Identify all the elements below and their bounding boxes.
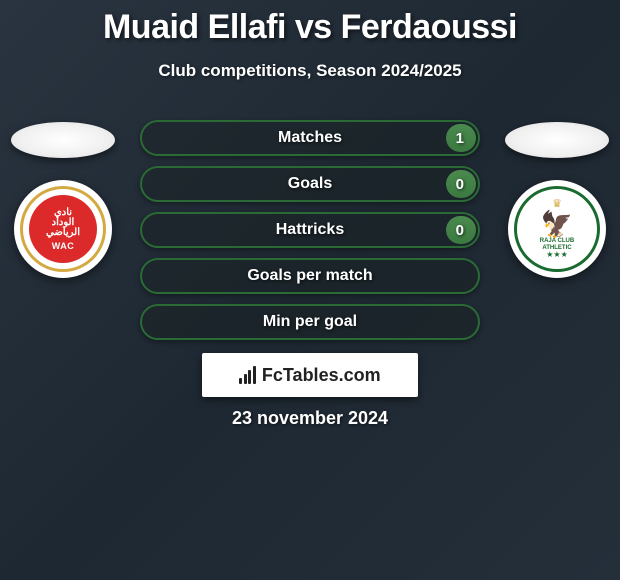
player2-club-badge: ♛ 🦅 RAJA CLUBATHLETIC ★★★ <box>508 180 606 278</box>
stat-value: 1 <box>456 130 464 147</box>
stats-list: Matches 1 Goals 0 Hattricks 0 Goals per match M… <box>140 120 480 340</box>
stat-label: Hattricks <box>276 221 344 239</box>
player-left: ناديالودادالرياضي WAC <box>8 122 118 278</box>
page-title: Muaid Ellafi vs Ferdaoussi <box>0 0 620 47</box>
wac-crest-icon: ناديالودادالرياضي WAC <box>20 186 106 272</box>
stat-value: 0 <box>456 176 464 193</box>
stat-label: Matches <box>278 129 342 147</box>
stat-row: Hattricks 0 <box>140 212 480 248</box>
date-text: 23 november 2024 <box>0 408 620 429</box>
stat-row: Goals per match <box>140 258 480 294</box>
player1-club-badge: ناديالودادالرياضي WAC <box>14 180 112 278</box>
brand-box[interactable]: FcTables.com <box>202 353 418 397</box>
stat-label: Goals per match <box>247 267 372 285</box>
stat-row: Goals 0 <box>140 166 480 202</box>
subtitle: Club competitions, Season 2024/2025 <box>0 61 620 81</box>
stat-label: Goals <box>288 175 332 193</box>
stat-row: Matches 1 <box>140 120 480 156</box>
stat-row: Min per goal <box>140 304 480 340</box>
stat-value: 0 <box>456 222 464 239</box>
comparison-card: Muaid Ellafi vs Ferdaoussi Club competit… <box>0 0 620 580</box>
brand-text: FcTables.com <box>262 365 381 386</box>
player2-avatar-placeholder <box>505 122 609 158</box>
raja-crest-icon: ♛ 🦅 RAJA CLUBATHLETIC ★★★ <box>514 186 600 272</box>
player-right: ♛ 🦅 RAJA CLUBATHLETIC ★★★ <box>502 122 612 278</box>
bar-chart-icon <box>239 366 256 384</box>
player1-avatar-placeholder <box>11 122 115 158</box>
stat-label: Min per goal <box>263 313 357 331</box>
